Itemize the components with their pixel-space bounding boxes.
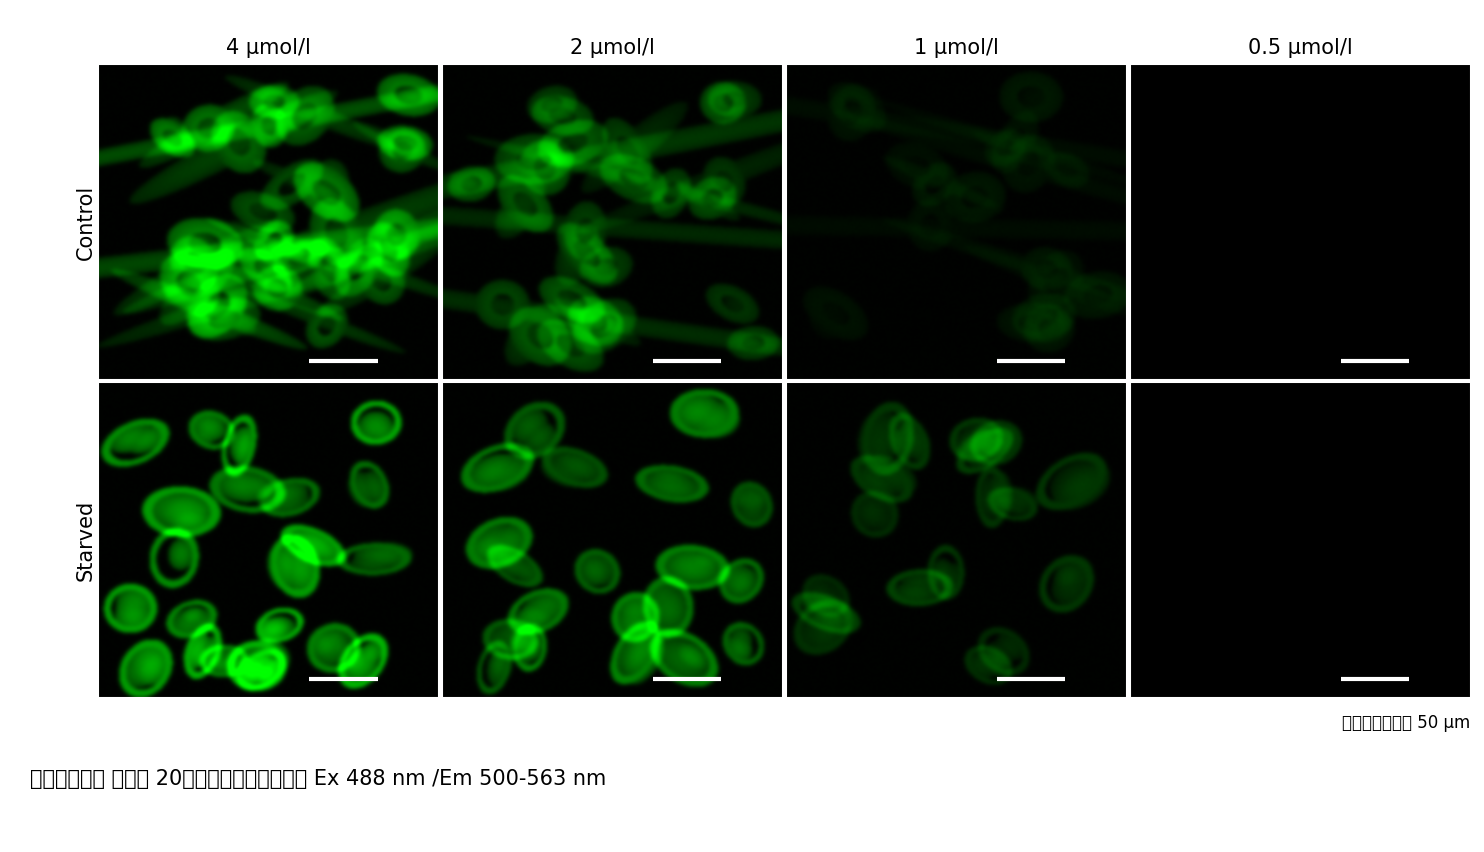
Text: 4 μmol/l: 4 μmol/l: [226, 38, 310, 58]
Text: スケールバー： 50 μm: スケールバー： 50 μm: [1343, 713, 1471, 731]
Text: 0.5 μmol/l: 0.5 μmol/l: [1248, 38, 1352, 58]
Text: 2 μmol/l: 2 μmol/l: [570, 38, 654, 58]
Text: Starved: Starved: [76, 499, 96, 580]
Text: ＜検出条件＞ 倍率： 20倍　励起・荧光波長： Ex 488 nm /Em 500-563 nm: ＜検出条件＞ 倍率： 20倍 励起・荧光波長： Ex 488 nm /Em 50…: [30, 769, 605, 788]
Text: 1 μmol/l: 1 μmol/l: [914, 38, 999, 58]
Text: Control: Control: [76, 185, 96, 260]
